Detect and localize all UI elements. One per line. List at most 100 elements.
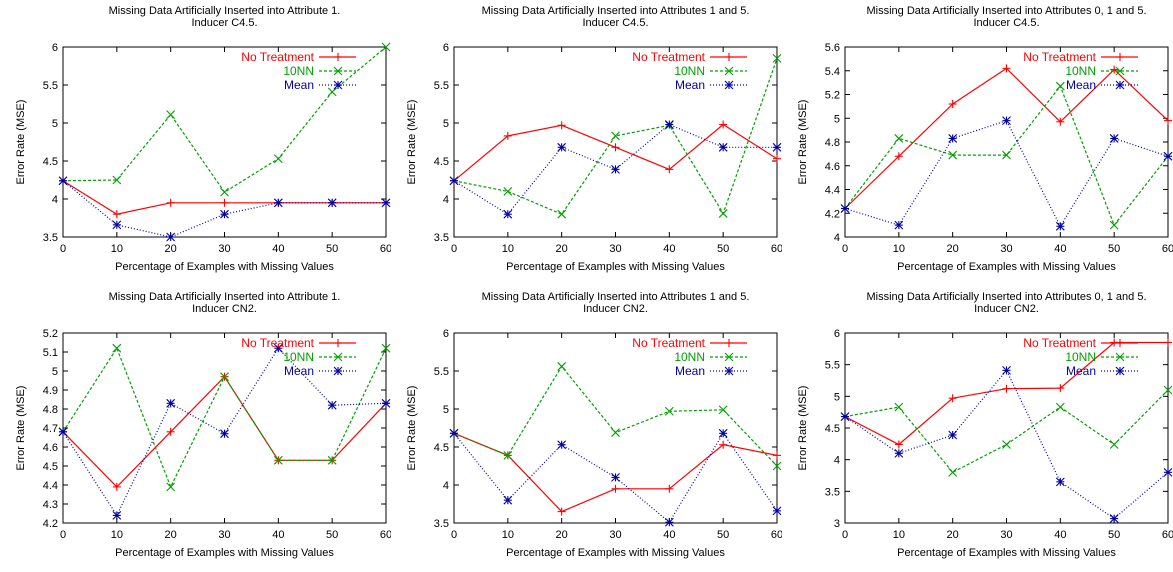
legend-marker [334, 339, 342, 347]
data-point-marker [1164, 338, 1172, 347]
series-line-10nn [844, 389, 1169, 474]
y-tick-label: 4.9 [43, 385, 58, 397]
data-point-marker [381, 198, 391, 208]
y-tick-label: 5.4 [825, 66, 840, 78]
data-point-marker [503, 450, 513, 460]
x-tick-label: 60 [1162, 243, 1173, 255]
x-tick-label: 10 [502, 243, 514, 255]
data-point-marker [1164, 116, 1172, 125]
data-point-marker [1055, 402, 1065, 412]
x-tick-label: 0 [451, 243, 457, 255]
chart-title-line: Missing Data Artificially Inserted into … [866, 291, 1146, 303]
x-tick-label: 0 [451, 529, 457, 541]
legend-marker [334, 53, 342, 61]
x-tick-label: 40 [272, 529, 284, 541]
chart-svg: Missing Data Artificially Inserted into … [15, 291, 391, 559]
data-point-marker [1109, 220, 1119, 230]
x-tick-label: 20 [947, 243, 959, 255]
data-point-marker [948, 134, 958, 143]
data-point-marker [719, 440, 728, 449]
x-tick-label: 50 [717, 529, 729, 541]
data-point-marker [664, 406, 674, 416]
series-line-no-treatment [453, 432, 778, 513]
data-point-marker [773, 451, 781, 460]
x-axis-label: Percentage of Examples with Missing Valu… [115, 547, 334, 559]
data-point-marker [772, 142, 782, 152]
plot-frame [62, 46, 387, 238]
data-point-marker [1002, 384, 1011, 393]
chart-panel-6: Missing Data Artificially Inserted into … [782, 286, 1173, 572]
data-point-marker [1055, 221, 1065, 231]
data-point-marker [112, 343, 122, 353]
data-point-marker [381, 343, 391, 353]
y-tick-label: 5 [834, 391, 840, 403]
data-point-marker [557, 440, 567, 450]
data-point-marker [1056, 117, 1065, 126]
x-tick-label: 50 [1108, 529, 1120, 541]
chart-svg: Missing Data Artificially Inserted into … [406, 291, 782, 559]
data-point-marker [220, 209, 229, 219]
legend-marker [333, 352, 343, 362]
y-tick-label: 4 [834, 232, 840, 244]
legend-label: 10NN [283, 350, 314, 364]
legend-marker [1115, 66, 1125, 76]
y-tick-label: 6 [834, 328, 840, 340]
data-point-marker [1002, 116, 1011, 126]
data-point-marker [772, 461, 782, 471]
legend-marker [333, 66, 343, 76]
x-tick-label: 0 [60, 243, 66, 255]
y-tick-label: 4.8 [825, 137, 840, 149]
data-point-marker [449, 176, 459, 186]
y-tick-label: 4 [443, 194, 449, 206]
data-point-marker [503, 131, 512, 140]
data-point-marker [718, 405, 728, 415]
y-tick-label: 5.5 [434, 80, 449, 92]
chart-title-line: Inducer C4.5. [191, 17, 257, 29]
y-tick-label: 4.4 [43, 480, 58, 492]
data-point-marker [381, 398, 391, 408]
legend-label: No Treatment [1023, 336, 1096, 350]
plot-frame [844, 46, 1169, 238]
data-point-marker [557, 121, 566, 130]
legend-marker [1115, 366, 1125, 376]
x-tick-label: 40 [1054, 243, 1066, 255]
y-tick-label: 4.8 [43, 404, 58, 416]
chart-title-line: Missing Data Artificially Inserted into … [109, 291, 341, 303]
x-tick-label: 30 [218, 529, 230, 541]
x-tick-label: 50 [326, 529, 338, 541]
data-point-marker [58, 176, 68, 186]
data-point-marker [273, 343, 283, 353]
legend-marker [1116, 53, 1124, 61]
plot-frame [844, 332, 1169, 524]
x-tick-label: 50 [326, 243, 338, 255]
data-point-marker [112, 175, 122, 185]
data-point-marker [664, 517, 674, 527]
x-tick-label: 40 [663, 529, 675, 541]
x-tick-label: 60 [380, 529, 391, 541]
x-tick-label: 60 [771, 529, 782, 541]
x-tick-label: 0 [60, 529, 66, 541]
data-point-marker [948, 467, 958, 477]
chart-title-line: Inducer C4.5. [582, 17, 648, 29]
data-point-marker [1055, 81, 1065, 91]
data-point-marker [1002, 440, 1011, 449]
y-tick-label: 4.5 [825, 423, 840, 435]
plot-frame [62, 332, 387, 524]
x-axis-label: Percentage of Examples with Missing Valu… [897, 261, 1116, 273]
legend-label: No Treatment [1023, 50, 1096, 64]
y-tick-label: 4.4 [825, 185, 840, 197]
y-axis-label: Error Rate (MSE) [15, 100, 27, 185]
legend-label: No Treatment [632, 336, 705, 350]
y-tick-label: 4.2 [43, 518, 58, 530]
x-tick-label: 10 [502, 529, 514, 541]
y-tick-label: 4.5 [43, 156, 58, 168]
data-point-marker [840, 412, 850, 421]
x-axis-label: Percentage of Examples with Missing Valu… [115, 261, 334, 273]
x-tick-label: 10 [893, 529, 905, 541]
data-point-marker [1163, 467, 1173, 477]
y-tick-label: 5 [52, 118, 58, 130]
y-axis-label: Error Rate (MSE) [15, 386, 27, 471]
legend-label: 10NN [1065, 64, 1096, 78]
data-point-marker [166, 232, 176, 242]
data-point-marker [112, 210, 121, 219]
